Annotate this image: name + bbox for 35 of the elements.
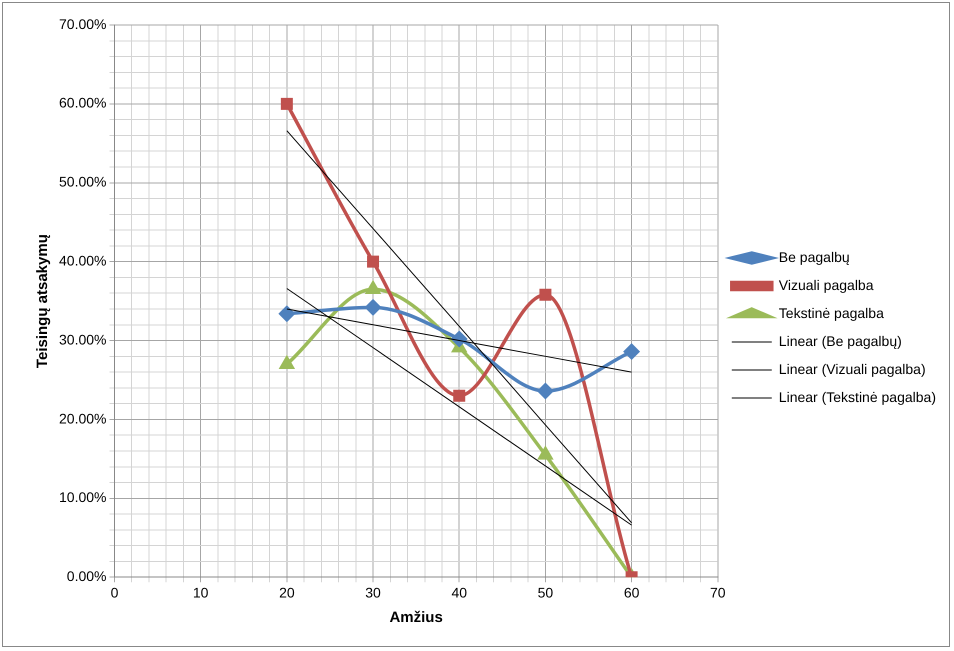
x-axis-title: Amžius [389,609,443,626]
y-tick-label: 50.00% [59,174,106,190]
y-tick-label: 30.00% [59,331,106,348]
x-tick-label: 0 [110,584,119,600]
x-tick-label: 70 [710,584,726,600]
legend-label: Linear (Tekstinė pagalba) [778,388,936,405]
legend-label: Linear (Be pagalbų) [778,332,902,349]
point [279,306,295,322]
x-tick-label: 60 [624,584,640,600]
point [538,447,552,460]
y-tick-label: 40.00% [59,252,106,269]
point [453,390,466,402]
y-axis-title: Teisingų atsakymų [34,234,52,368]
x-tick-label: 40 [451,584,468,600]
y-tick-label: 70.00% [59,16,106,32]
x-tick-label: 10 [192,584,209,600]
legend-label: Vizuali pagalba [778,276,874,293]
legend-label: Be pagalbų [778,248,850,265]
y-tick-label: 10.00% [59,489,106,506]
y-tick-label: 60.00% [59,94,106,111]
legend-label: Linear (Vizuali pagalba) [778,360,926,377]
point [367,256,380,268]
x-tick-label: 30 [365,584,382,600]
point [366,282,380,294]
point [280,356,294,369]
x-tick-label: 20 [279,584,295,600]
point [365,300,381,316]
y-tick-label: 0.00% [66,568,106,584]
point [624,344,640,360]
point [539,288,552,301]
point [280,98,293,110]
legend-label: Tekstinė pagalba [778,304,884,321]
y-tick-label: 20.00% [59,410,106,426]
point [538,383,554,399]
x-tick-label: 50 [538,584,554,600]
